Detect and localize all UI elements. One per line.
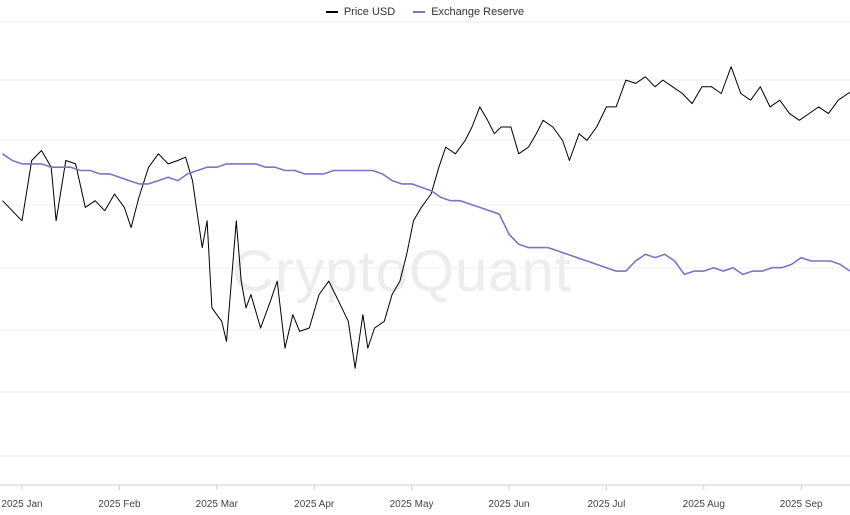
x-tick-label: 2025 Jan bbox=[1, 499, 42, 510]
legend-label-price-usd: Price USD bbox=[343, 6, 396, 18]
legend: Price USD Exchange Reserve bbox=[0, 4, 850, 20]
x-tick-label: 2025 Jun bbox=[488, 499, 529, 510]
legend-swatch-exchange-reserve bbox=[413, 11, 426, 13]
watermark-logo: CryptoQuant bbox=[232, 239, 572, 304]
series-line-exchange-reserve[interactable] bbox=[2, 153, 850, 276]
series-line-price-usd[interactable] bbox=[2, 66, 850, 369]
x-tick-label: 2025 Feb bbox=[98, 499, 141, 510]
x-tick-label: 2025 Jul bbox=[587, 499, 625, 510]
legend-label-exchange-reserve: Exchange Reserve bbox=[431, 6, 525, 18]
legend-swatch-price-usd bbox=[325, 11, 338, 13]
legend-item-price-usd[interactable]: Price USD bbox=[325, 4, 396, 20]
x-tick-label: 2025 Apr bbox=[294, 499, 335, 510]
x-tick-label: 2025 Mar bbox=[196, 499, 239, 510]
legend-item-exchange-reserve[interactable]: Exchange Reserve bbox=[413, 4, 524, 20]
x-tick-label: 2025 Sep bbox=[780, 499, 823, 510]
x-tick-label: 2025 Aug bbox=[683, 499, 725, 510]
x-tick-label: 2025 May bbox=[390, 499, 434, 510]
